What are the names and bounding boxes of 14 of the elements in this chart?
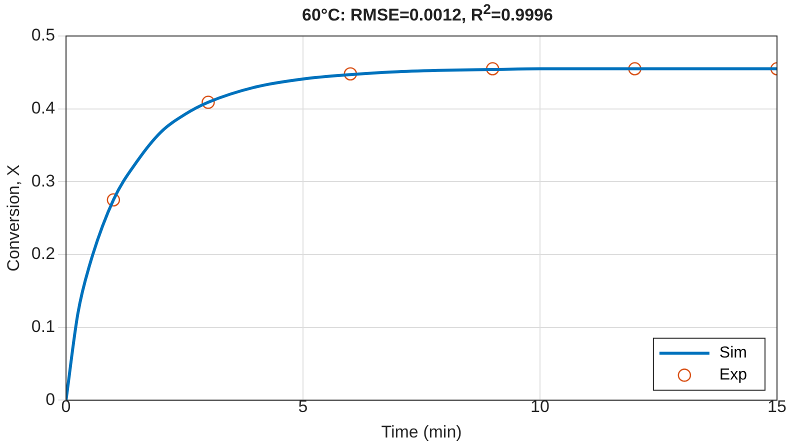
x-tick-label: 15 (768, 397, 786, 416)
x-tick-label: 5 (298, 397, 308, 416)
y-tick-label: 0.3 (31, 171, 56, 190)
x-tick-label: 0 (61, 397, 71, 416)
legend-label: Sim (719, 344, 747, 362)
x-tick-label: 10 (530, 397, 550, 416)
y-tick-label: 0.1 (31, 317, 56, 336)
chart-title: 60°C: RMSE=0.0012, R$^{2}$=0.9996 (301, 2, 554, 26)
x-axis-title: Time (min) (381, 422, 462, 442)
y-tick-label: 0.5 (31, 26, 56, 45)
legend-label: Exp (719, 366, 748, 384)
y-tick-label: 0.2 (31, 244, 56, 264)
y-axis-title: Conversion, X (4, 164, 23, 272)
y-tick-label: 0.4 (31, 98, 56, 118)
